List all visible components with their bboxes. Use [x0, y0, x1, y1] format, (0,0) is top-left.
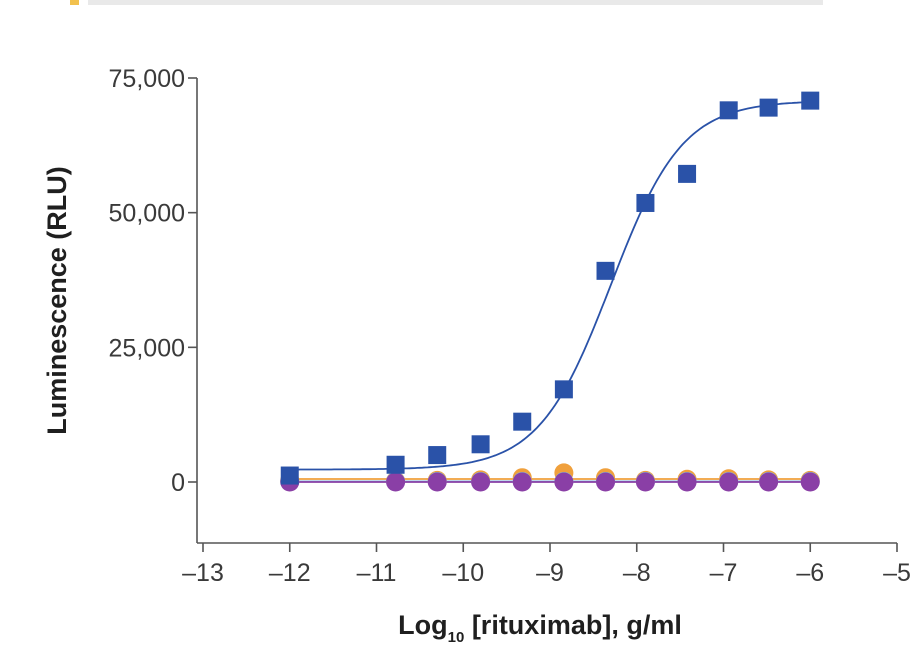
x-tick-label: –11	[357, 559, 397, 587]
point-circle-3	[554, 472, 574, 492]
x-axis-title-post: [rituximab], g/ml	[464, 610, 682, 640]
point-square	[280, 466, 299, 485]
x-axis-title: Log10 [rituximab], g/ml	[398, 610, 682, 646]
x-tick-label: –10	[442, 559, 484, 587]
x-tick-label: –9	[536, 559, 564, 587]
point-circle-3	[471, 472, 491, 492]
y-tick-label: 0	[171, 469, 185, 497]
fit-curves	[289, 101, 811, 483]
x-tick-label: –8	[623, 559, 651, 587]
y-axis-title: Luminescence (RLU)	[42, 166, 72, 435]
point-square	[678, 164, 697, 183]
point-square	[471, 435, 490, 454]
point-square	[636, 193, 655, 212]
tick-labels: 0 25,000 50,000 75,000 –13 –12 –11 –10 –9 –8 –7 –6 –…	[109, 65, 911, 587]
point-square	[386, 455, 405, 474]
point-circle-3	[800, 472, 820, 492]
axes	[188, 77, 898, 552]
y-tick-label: 25,000	[109, 334, 185, 362]
x-tick-label: –5	[883, 559, 911, 587]
point-circle-3	[512, 472, 532, 492]
point-square	[759, 98, 778, 117]
point-square	[801, 91, 820, 110]
y-tick-label: 50,000	[109, 200, 185, 228]
point-circle-3	[596, 472, 616, 492]
x-tick-label: –13	[182, 559, 224, 587]
x-tick-label: –12	[269, 559, 311, 587]
point-square	[428, 446, 447, 465]
x-axis-title-sub: 10	[448, 629, 465, 646]
point-circle-3	[635, 472, 655, 492]
fit-curve-0	[289, 101, 811, 471]
point-square	[719, 101, 738, 120]
point-square	[513, 412, 532, 431]
y-tick-label: 75,000	[109, 65, 185, 93]
point-square	[554, 380, 573, 399]
top-cropped-title-bar	[88, 0, 823, 5]
point-circle-3	[759, 472, 779, 492]
point-circle-3	[677, 472, 697, 492]
top-cropped-legend-dot	[70, 0, 79, 5]
x-tick-label: –7	[710, 559, 738, 587]
point-circle-3	[386, 472, 406, 492]
point-circle-3	[427, 472, 447, 492]
point-circle-3	[719, 472, 739, 492]
point-square	[596, 261, 615, 280]
data-points	[280, 91, 820, 492]
x-tick-label: –6	[796, 559, 824, 587]
x-axis-title-pre: Log	[398, 610, 447, 640]
